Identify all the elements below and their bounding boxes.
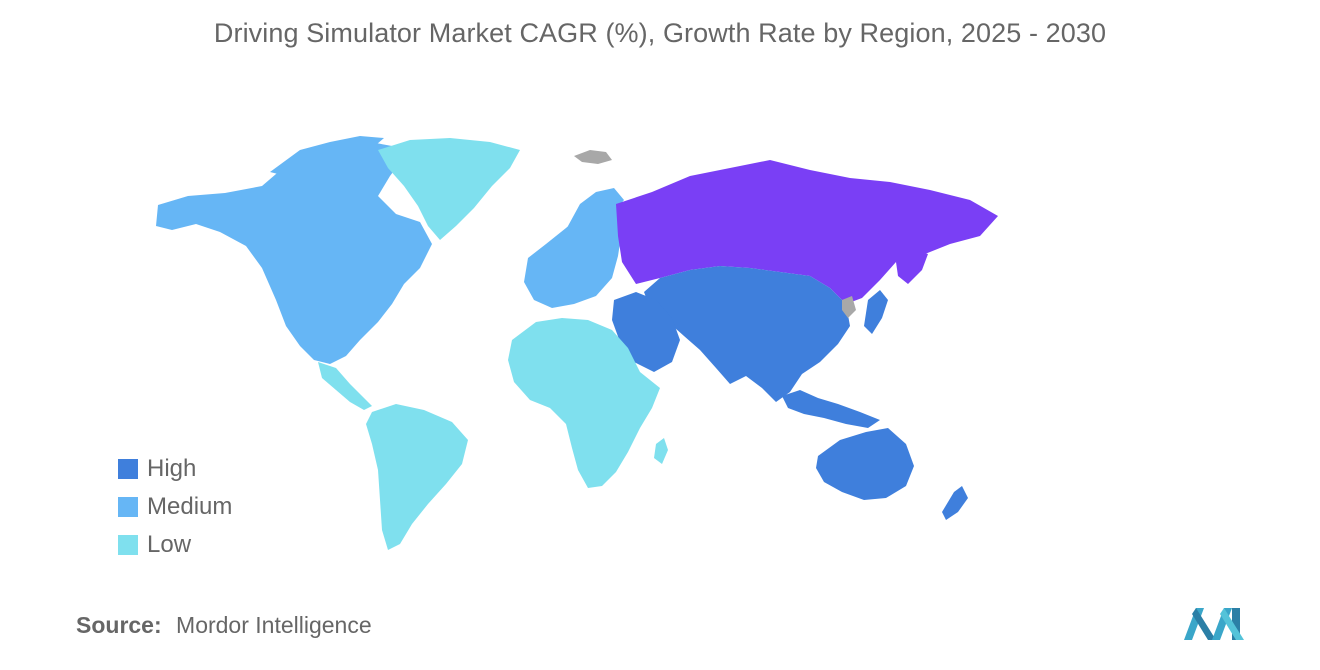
source-value: Mordor Intelligence [176,612,372,638]
region-canadian-arctic [270,136,384,176]
region-australia [816,428,914,500]
region-south-america [366,404,468,550]
region-greenland [378,138,520,240]
legend-swatch-high [118,459,138,479]
region-japan [864,290,888,334]
legend-item-medium: Medium [118,488,232,526]
legend-label-low: Low [147,531,192,558]
legend-label-medium: Medium [147,493,233,520]
region-north-america [156,140,432,364]
region-madagascar [654,438,668,464]
region-europe [524,200,622,308]
region-africa [508,318,660,488]
legend-item-low: Low [118,526,232,564]
region-central-america [318,362,372,410]
legend-swatch-low [118,535,138,555]
region-southeast-asia [782,390,880,428]
region-no-data-svalbard [574,150,612,164]
legend: High Medium Low [118,450,232,564]
legend-label-high: High [147,455,197,482]
region-new-zealand [942,486,968,520]
legend-item-high: High [118,450,232,488]
region-russia [616,160,998,304]
region-kamchatka [896,250,928,284]
region-scandinavia [568,188,624,236]
region-no-data-korea [842,296,856,318]
legend-swatch-medium [118,497,138,517]
source-label: Source: [76,612,162,638]
chart-title: Driving Simulator Market CAGR (%), Growt… [213,18,1107,48]
mordor-intelligence-logo-icon [1184,608,1244,640]
region-asia [644,266,850,402]
source-note: Source: Mordor Intelligence [76,612,372,639]
